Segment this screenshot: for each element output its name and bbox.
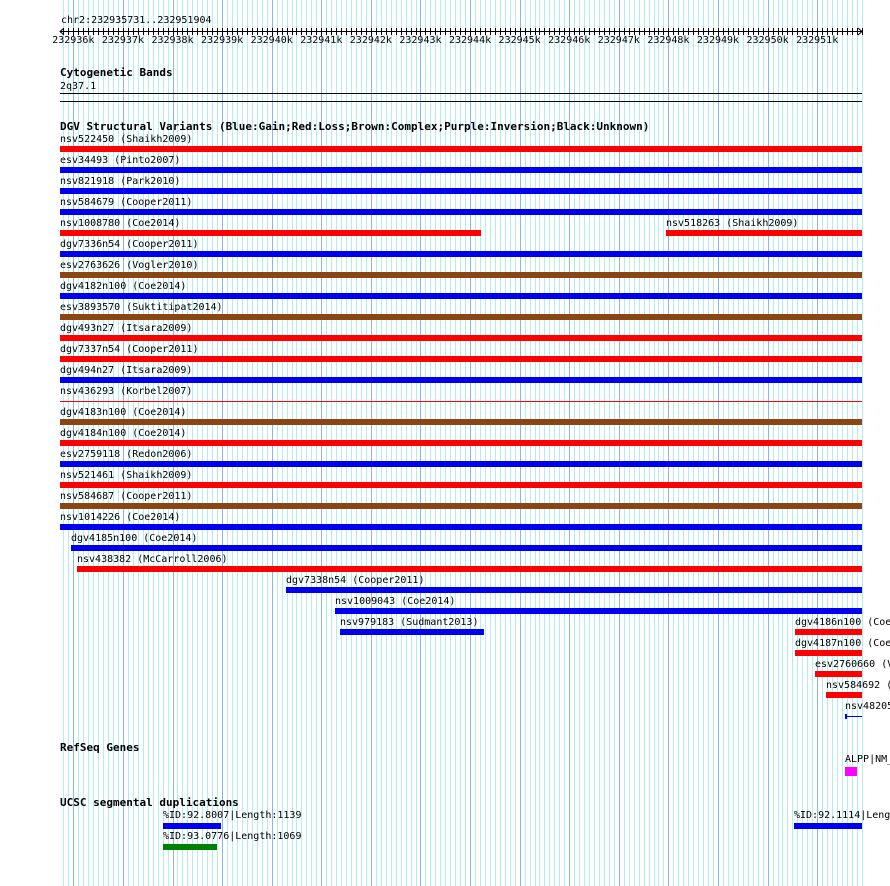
variant-bar[interactable] [815, 671, 862, 677]
ruler-tick-label: 232938k [151, 35, 194, 46]
track-divider [60, 101, 862, 102]
ruler-axis[interactable] [0, 25, 890, 37]
refseq-gene-feature[interactable] [845, 767, 857, 776]
variant-bar[interactable] [795, 650, 862, 656]
variant-bar[interactable] [60, 356, 862, 362]
variant-bar[interactable] [60, 419, 862, 425]
variant-label[interactable]: nsv436293 (Korbel2007) [60, 386, 193, 397]
variant-label[interactable]: dgv7336n54 (Cooper2011) [60, 239, 199, 250]
variant-bar[interactable] [60, 209, 862, 215]
ruler-tick-label: 232943k [399, 35, 442, 46]
segdup-label[interactable]: %ID:93.0776|Length:1069 [163, 831, 302, 842]
variant-bar[interactable] [60, 503, 862, 509]
ruler-tick-label: 232946k [548, 35, 591, 46]
variant-end-tick [845, 714, 847, 719]
ruler-tick-label: 232937k [101, 35, 144, 46]
ruler-title: chr2:232935731..232951904 [61, 15, 212, 26]
variant-bar[interactable] [60, 401, 862, 402]
variant-bar[interactable] [666, 230, 862, 236]
variant-bar[interactable] [60, 167, 862, 173]
variant-bar[interactable] [826, 692, 862, 698]
variant-bar[interactable] [60, 188, 862, 194]
cytoband-line [60, 93, 862, 94]
variant-bar[interactable] [845, 716, 862, 717]
variant-bar[interactable] [77, 566, 862, 572]
segdup-bar[interactable] [163, 844, 217, 850]
variant-label[interactable]: nsv48205 [845, 701, 890, 712]
variant-label[interactable]: esv2763626 (Vogler2010) [60, 260, 199, 271]
variant-label[interactable]: dgv4183n100 (Coe2014) [60, 407, 187, 418]
variant-bar[interactable] [60, 335, 862, 341]
variant-label[interactable]: nsv518263 (Shaikh2009) [666, 218, 799, 229]
ruler-tick-label: 232942k [349, 35, 392, 46]
refseq-gene-label[interactable]: ALPP|NM_ [845, 754, 890, 765]
variant-label[interactable]: dgv7337n54 (Cooper2011) [60, 344, 199, 355]
variant-label[interactable]: nsv979183 (Sudmant2013) [340, 617, 479, 628]
cytoband-label[interactable]: 2q37.1 [60, 81, 97, 92]
variant-bar[interactable] [60, 272, 862, 278]
variant-label[interactable]: dgv493n27 (Itsara2009) [60, 323, 193, 334]
variant-label[interactable]: esv3893570 (Suktitipat2014) [60, 302, 223, 313]
variant-bar[interactable] [60, 293, 862, 299]
segdup-track-title: UCSC segmental duplications [60, 796, 239, 809]
refseq-track-title: RefSeq Genes [60, 741, 140, 754]
variant-label[interactable]: dgv494n27 (Itsara2009) [60, 365, 193, 376]
ruler-tick-label: 232949k [696, 35, 740, 46]
variant-bar[interactable] [60, 146, 862, 152]
variant-bar[interactable] [60, 230, 481, 236]
variant-bar[interactable] [286, 587, 862, 593]
variant-bar[interactable] [60, 251, 862, 257]
variant-bar[interactable] [60, 482, 862, 488]
ruler-tick-label: 232948k [647, 35, 690, 46]
variant-label[interactable]: dgv4186n100 (Coe [795, 617, 890, 628]
variant-label[interactable]: nsv1009043 (Coe2014) [335, 596, 456, 607]
variant-label[interactable]: nsv1014226 (Coe2014) [60, 512, 181, 523]
variant-label[interactable]: dgv4182n100 (Coe2014) [60, 281, 187, 292]
variant-bar[interactable] [340, 629, 484, 635]
segdup-bar[interactable] [163, 823, 221, 829]
ruler-tick-label: 232947k [597, 35, 640, 46]
variant-label[interactable]: nsv438382 (McCarroll2006) [77, 554, 228, 565]
variant-bar[interactable] [60, 524, 862, 530]
ruler-tick-label: 232951k [796, 35, 839, 46]
variant-label[interactable]: esv2760660 (V [815, 659, 890, 670]
segdup-label[interactable]: %ID:92.1114|Leng [794, 810, 890, 821]
variant-label[interactable]: dgv4187n100 (Coe [795, 638, 890, 649]
variant-label[interactable]: nsv584687 (Cooper2011) [60, 491, 193, 502]
variant-label[interactable]: nsv821918 (Park2010) [60, 176, 181, 187]
variant-label[interactable]: esv2759118 (Redon2006) [60, 449, 193, 460]
variant-label[interactable]: nsv584679 (Cooper2011) [60, 197, 193, 208]
variant-bar[interactable] [60, 377, 862, 383]
variant-bar[interactable] [60, 440, 862, 446]
variant-label[interactable]: nsv521461 (Shaikh2009) [60, 470, 193, 481]
variant-bar[interactable] [335, 608, 862, 614]
variant-bar[interactable] [60, 314, 862, 320]
variant-label[interactable]: dgv7338n54 (Cooper2011) [286, 575, 425, 586]
variant-bar[interactable] [71, 545, 862, 551]
ruler-tick-label: 232950k [746, 35, 789, 46]
variant-label[interactable]: dgv4184n100 (Coe2014) [60, 428, 187, 439]
ruler-tick-label: 232940k [250, 35, 293, 46]
variant-bar[interactable] [795, 629, 862, 635]
cytobands-track-title: Cytogenetic Bands [60, 66, 173, 79]
variant-label[interactable]: nsv584692 ( [826, 680, 890, 691]
variant-label[interactable]: nsv522450 (Shaikh2009) [60, 134, 193, 145]
variant-label[interactable]: nsv1008780 (Coe2014) [60, 218, 181, 229]
axis-left-arrow-icon [59, 27, 65, 36]
segdup-label[interactable]: %ID:92.8007|Length:1139 [163, 810, 302, 821]
segdup-bar[interactable] [794, 823, 862, 829]
variant-label[interactable]: esv34493 (Pinto2007) [60, 155, 181, 166]
variant-label[interactable]: dgv4185n100 (Coe2014) [71, 533, 198, 544]
ruler-tick-label: 232941k [300, 35, 343, 46]
variant-bar[interactable] [60, 461, 862, 467]
ruler-tick-label: 232945k [498, 35, 541, 46]
dgv-track-title: DGV Structural Variants (Blue:Gain;Red:L… [60, 120, 650, 133]
ruler-tick-label: 232944k [448, 35, 492, 46]
ruler-tick-label: 232936k [52, 35, 95, 46]
ruler-tick-label: 232939k [201, 35, 244, 46]
